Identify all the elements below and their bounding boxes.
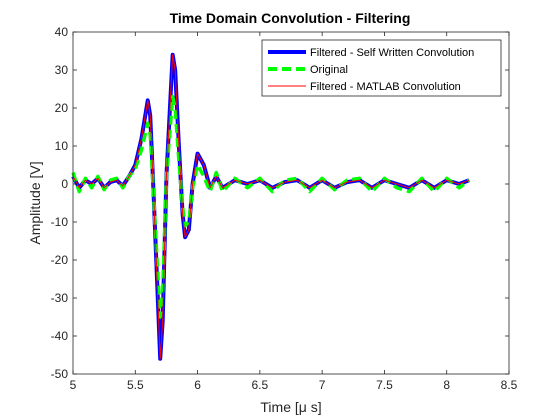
x-axis: 5 5.5 6 6.5 7 7.5 8 8.5 [70, 32, 518, 392]
series-line-matlab [72, 54, 470, 360]
legend-label-self-written: Filtered - Self Written Convolution [310, 47, 474, 59]
y-tick-label: 20 [55, 101, 69, 115]
legend: Filtered - Self Written Convolution Orig… [261, 39, 502, 97]
x-tick-label: 5 [70, 378, 77, 392]
y-tick-label: 10 [55, 139, 69, 153]
y-tick-label: -40 [51, 329, 69, 343]
plot-frame [72, 31, 510, 375]
y-tick-label: -10 [51, 215, 69, 229]
y-tick-label: 30 [55, 63, 69, 77]
legend-label-original: Original [310, 64, 348, 76]
series-line-original [71, 94, 471, 319]
x-tick-label: 8.5 [501, 378, 518, 392]
y-tick-label: -50 [51, 367, 69, 381]
legend-label-matlab: Filtered - MATLAB Convolution [310, 81, 461, 93]
y-axis-title: Amplitude [V] [27, 161, 43, 244]
y-tick-label: -30 [51, 291, 69, 305]
chart-title: Time Domain Convolution - Filtering [170, 10, 411, 26]
x-tick-label: 6.5 [252, 378, 269, 392]
y-tick-label: 0 [61, 177, 68, 191]
y-axis: -50 -40 -30 -20 -10 0 10 20 30 40 [51, 25, 509, 381]
y-tick-label: 40 [55, 25, 69, 39]
x-axis-title: Time [μ s] [260, 399, 321, 415]
x-tick-label: 7.5 [376, 378, 393, 392]
x-tick-label: 7 [319, 378, 326, 392]
x-tick-label: 8 [443, 378, 450, 392]
series-layer [71, 52, 471, 361]
x-tick-label: 6 [194, 378, 201, 392]
x-tick-label: 5.5 [127, 378, 144, 392]
y-tick-label: -20 [51, 253, 69, 267]
